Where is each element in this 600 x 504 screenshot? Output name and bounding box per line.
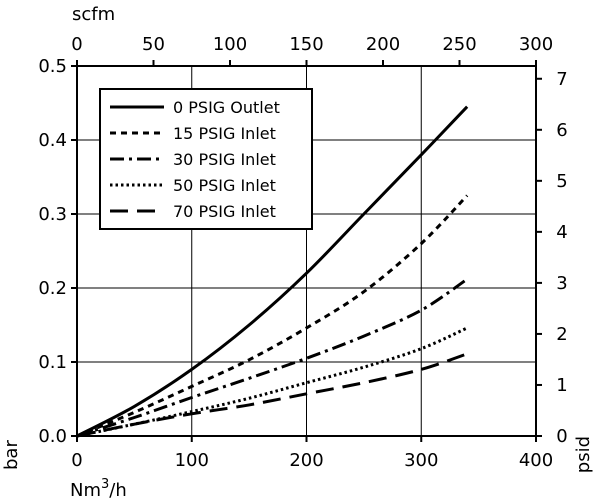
legend-label-1: 0 PSIG Outlet	[173, 98, 280, 117]
right-tick-label: 5	[556, 171, 567, 192]
bottom-tick-label: 400	[519, 450, 553, 471]
top-tick-label: 150	[289, 34, 323, 55]
bottom-axis-ticks: 0 100 200 300 400	[71, 436, 553, 471]
top-tick-label: 100	[213, 34, 247, 55]
left-tick-label: 0.2	[38, 278, 67, 299]
bottom-tick-label: 0	[71, 450, 82, 471]
top-tick-label: 50	[142, 34, 165, 55]
series-lines	[76, 105, 469, 438]
legend: 0 PSIG Outlet 15 PSIG Inlet 30 PSIG Inlet 5…	[99, 88, 313, 230]
top-axis-label: scfm	[72, 4, 115, 25]
left-tick-label: 0.0	[38, 426, 67, 447]
top-tick-label: 0	[71, 34, 82, 55]
legend-label-2: 15 PSIG Inlet	[173, 124, 276, 143]
right-tick-label: 2	[556, 324, 567, 345]
series-line-1	[76, 105, 469, 438]
bottom-tick-label: 200	[289, 450, 323, 471]
bottom-tick-label: 100	[175, 450, 209, 471]
left-tick-label: 0.1	[38, 352, 67, 373]
top-axis-ticks: 0 50 100 150 200 250 300	[71, 34, 553, 66]
series-line-3	[76, 277, 468, 438]
series-line-2	[76, 194, 469, 438]
right-axis-ticks: 0 1 2 3 4 5 6 7	[536, 69, 568, 447]
series-line-4	[76, 326, 468, 438]
series-line-5	[76, 352, 468, 438]
right-tick-label: 0	[556, 426, 567, 447]
left-tick-label: 0.5	[38, 56, 67, 77]
left-axis-label: bar	[1, 440, 22, 470]
right-tick-label: 7	[556, 69, 567, 90]
legend-box	[99, 88, 313, 230]
legend-label-4: 50 PSIG Inlet	[173, 176, 276, 195]
legend-label-3: 30 PSIG Inlet	[173, 150, 276, 169]
top-tick-label: 200	[366, 34, 400, 55]
left-axis-ticks: 0.0 0.1 0.2 0.3 0.4 0.5	[38, 56, 77, 447]
top-tick-label: 300	[519, 34, 553, 55]
right-tick-label: 4	[556, 222, 567, 243]
bottom-axis-label: Nm3/h	[70, 477, 127, 501]
top-tick-label: 250	[442, 34, 476, 55]
bottom-tick-label: 300	[404, 450, 438, 471]
right-tick-label: 3	[556, 273, 567, 294]
left-tick-label: 0.4	[38, 130, 67, 151]
left-tick-label: 0.3	[38, 204, 67, 225]
right-tick-label: 6	[556, 120, 567, 141]
right-tick-label: 1	[556, 375, 567, 396]
right-axis-label: psid	[573, 436, 594, 473]
legend-label-5: 70 PSIG Inlet	[173, 202, 276, 221]
